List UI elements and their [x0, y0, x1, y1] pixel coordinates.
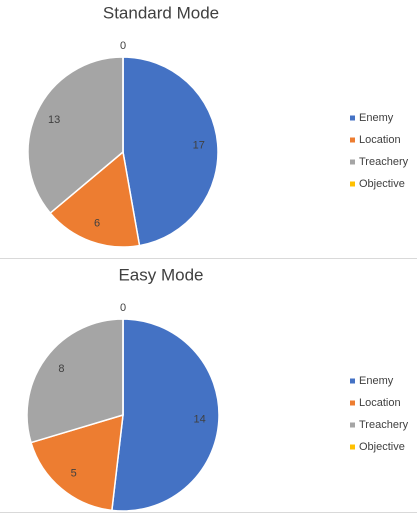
data-label: 14 — [194, 413, 206, 425]
data-label: 5 — [71, 468, 77, 480]
legend-marker — [350, 159, 355, 165]
pie-slice — [30, 413, 124, 512]
legend-marker — [350, 137, 355, 143]
legend-label: Objective — [359, 178, 405, 190]
pie-slice — [122, 56, 219, 247]
legend-label: Location — [359, 134, 401, 146]
data-label: 0 — [120, 40, 126, 52]
data-label: 17 — [193, 139, 205, 151]
legend-label: Enemy — [359, 375, 394, 387]
legend-marker — [350, 378, 355, 384]
pie-slice — [49, 150, 141, 248]
legend-marker — [350, 444, 355, 450]
data-label: 6 — [94, 217, 100, 229]
chart-title: Easy Mode — [118, 265, 203, 284]
data-label: 8 — [58, 363, 64, 375]
legend-marker — [350, 400, 355, 406]
pie-slice — [111, 318, 220, 512]
pie-chart: Easy Mode 14 5 8 0 Enemy Location Treachery Obje… — [26, 265, 409, 512]
legend-marker — [350, 422, 355, 428]
legend-marker — [350, 115, 355, 121]
pie-slice — [26, 318, 124, 444]
data-label: 13 — [48, 114, 60, 126]
pie-slice — [27, 56, 124, 215]
data-label: 0 — [120, 302, 126, 314]
legend-label: Location — [359, 397, 401, 409]
legend-marker — [350, 181, 355, 187]
chart-title: Standard Mode — [103, 3, 219, 22]
legend-label: Objective — [359, 441, 405, 453]
legend-label: Treachery — [359, 419, 409, 431]
pie-chart: Standard Mode 17 6 13 0 Enemy Location Treacher… — [27, 3, 409, 248]
legend-label: Treachery — [359, 156, 409, 168]
legend-label: Enemy — [359, 112, 394, 124]
